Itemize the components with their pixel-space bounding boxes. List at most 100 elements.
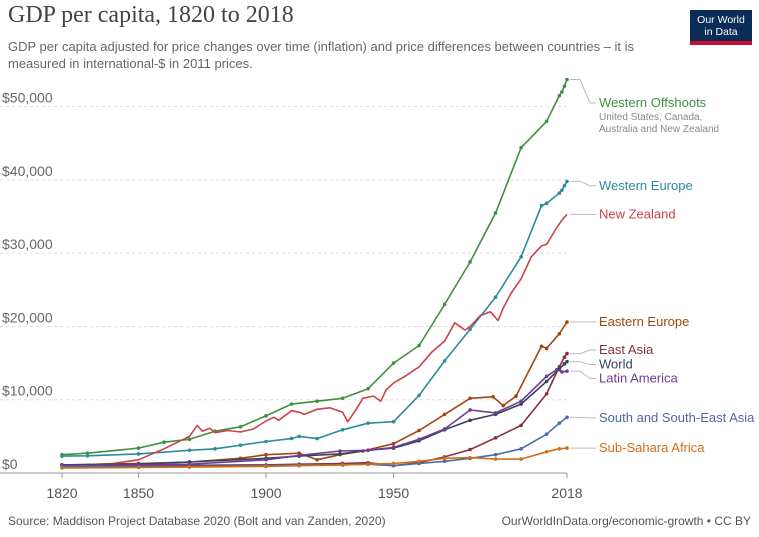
source-link[interactable]: OurWorldInData.org/economic-growth • CC … <box>501 514 751 528</box>
data-point <box>417 393 421 398</box>
data-point <box>565 415 569 420</box>
series-label: Eastern Europe <box>599 314 689 329</box>
data-point <box>539 344 544 349</box>
series-label: East Asia <box>599 342 654 357</box>
data-point <box>544 374 549 379</box>
y-axis-labels: $0 $10,000 $20,000 $30,000 $40,000 $50,000 <box>2 90 53 472</box>
data-point <box>60 454 64 458</box>
data-point <box>519 255 523 259</box>
data-point <box>340 427 345 432</box>
data-point <box>391 461 396 466</box>
data-point <box>544 201 549 206</box>
y-gridlines <box>0 106 567 474</box>
data-point <box>562 355 567 360</box>
data-point <box>519 399 523 403</box>
data-point <box>442 456 447 461</box>
data-point <box>297 463 301 468</box>
data-point <box>544 449 549 454</box>
data-point <box>565 369 569 373</box>
data-point <box>60 466 64 470</box>
series-label: Western Europe <box>599 178 693 193</box>
data-point <box>565 320 569 324</box>
data-point <box>366 421 370 425</box>
data-point <box>136 465 141 470</box>
label-connector <box>570 180 596 187</box>
data-point <box>493 457 498 461</box>
y-tick-label: $0 <box>2 456 18 472</box>
data-point <box>289 436 294 441</box>
data-point <box>338 449 342 453</box>
series-line-3 <box>61 321 568 466</box>
data-point <box>366 448 370 453</box>
data-point <box>187 465 192 469</box>
data-point <box>289 402 294 406</box>
data-point <box>468 447 472 452</box>
data-point <box>544 346 549 351</box>
data-point <box>85 453 90 458</box>
data-point <box>539 203 544 208</box>
x-tick-label: 1900 <box>250 485 281 501</box>
data-point <box>519 423 523 428</box>
owid-logo[interactable]: Our World in Data <box>690 10 752 45</box>
data-point <box>315 436 319 441</box>
data-point <box>562 84 567 88</box>
data-point <box>187 448 192 453</box>
data-point <box>442 412 447 417</box>
data-point <box>565 179 569 184</box>
data-point <box>557 93 562 98</box>
data-point <box>340 463 345 467</box>
label-connector <box>570 370 596 379</box>
data-point <box>491 394 495 399</box>
series-line-8 <box>61 447 568 469</box>
data-point <box>85 451 90 456</box>
data-point <box>560 188 564 192</box>
data-point <box>340 396 345 401</box>
data-point <box>187 437 192 442</box>
data-point <box>315 458 319 462</box>
series-line-1 <box>61 180 568 457</box>
data-point <box>562 362 567 366</box>
data-point <box>297 434 301 439</box>
data-point <box>557 421 562 425</box>
data-point <box>560 370 564 374</box>
data-point <box>519 145 523 150</box>
data-point <box>501 403 506 408</box>
data-point <box>264 414 268 418</box>
y-tick-label: $20,000 <box>2 309 53 325</box>
source-note: Source: Maddison Project Database 2020 (… <box>8 514 386 528</box>
series-lines <box>60 77 569 470</box>
series-line-6 <box>61 368 568 467</box>
data-point <box>238 443 243 447</box>
x-tick-label: 1950 <box>378 485 409 501</box>
data-point <box>519 447 523 451</box>
data-point <box>136 446 141 450</box>
data-point <box>391 361 396 365</box>
y-tick-label: $10,000 <box>2 383 53 399</box>
data-point <box>264 464 268 469</box>
data-point <box>560 90 564 94</box>
data-point <box>264 452 268 457</box>
series-label: World <box>599 357 633 372</box>
data-point <box>565 351 569 356</box>
data-point <box>315 399 319 403</box>
data-point <box>565 359 569 364</box>
data-point <box>417 459 421 464</box>
data-point <box>544 392 549 396</box>
series-labels[interactable]: Western Offshoots United States, Canada,A… <box>570 79 755 456</box>
data-point <box>366 462 370 467</box>
data-point <box>565 446 569 450</box>
series-label: Latin America <box>599 370 679 385</box>
data-point <box>557 331 562 336</box>
data-point <box>544 379 549 384</box>
data-point <box>442 359 447 363</box>
logo-line-1: Our World <box>697 14 745 26</box>
chart-subtitle: GDP per capita adjusted for price change… <box>8 39 635 71</box>
x-axis: 1820 1850 1900 1950 2018 <box>46 473 583 501</box>
data-point <box>493 452 498 457</box>
data-point <box>338 452 342 456</box>
label-connector <box>570 416 596 419</box>
data-point <box>297 453 301 458</box>
data-point <box>417 437 421 442</box>
data-point <box>519 402 523 406</box>
y-tick-label: $50,000 <box>2 90 53 106</box>
